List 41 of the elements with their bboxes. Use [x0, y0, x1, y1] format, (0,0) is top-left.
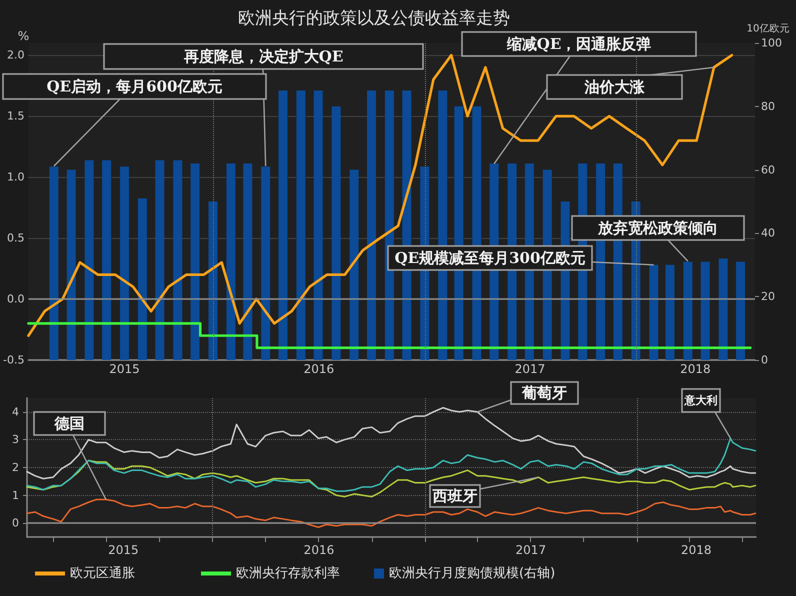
- annotation: QE规模减至每月300亿欧元: [394, 249, 586, 267]
- x-tick-label: 2018: [680, 362, 711, 376]
- series-label: 西班牙: [432, 487, 478, 505]
- y-tick-label: 1.5: [6, 110, 24, 123]
- y-tick-label: 2.0: [6, 48, 24, 62]
- annotation: QE启动，每月600亿欧元: [46, 78, 222, 96]
- text: 德国: [54, 414, 84, 432]
- y2-axis-title: 10亿欧元: [746, 24, 790, 34]
- y-tick-label: -0.5: [2, 354, 24, 366]
- y2-tick-label: 40: [761, 226, 775, 240]
- text: 葡萄牙: [521, 384, 567, 402]
- y2-tick-label: 20: [761, 290, 775, 304]
- y-tick-label: 1.0: [6, 170, 24, 184]
- chart-title: 欧洲央行的政策以及公债收益率走势: [238, 8, 510, 28]
- y-tick-label: 2: [12, 461, 19, 474]
- annotation: 再度降息，决定扩大QE: [182, 48, 344, 66]
- y-tick-label: 0: [12, 516, 19, 530]
- x-tick-label: 2016: [304, 543, 334, 557]
- x-tick-label: 2016: [304, 362, 334, 376]
- legend-label: 欧元区通胀: [70, 566, 135, 581]
- x-tick-label: 2015: [108, 543, 139, 557]
- y-axis-title: %: [18, 29, 30, 43]
- y2-tick-label: 0: [761, 354, 768, 366]
- y-tick-label: 1: [12, 488, 19, 502]
- x-tick-label: 2017: [514, 362, 546, 376]
- y-tick-label: 3: [12, 433, 19, 446]
- x-tick-label: 2018: [680, 543, 712, 557]
- y-tick-label: 0.5: [6, 232, 24, 245]
- x-tick-label: 2015: [109, 362, 140, 376]
- annotation: 放弃宽松政策倾向: [597, 219, 718, 237]
- y2-tick-label: 80: [761, 100, 775, 113]
- text: 意大利: [684, 394, 718, 407]
- y-tick-label: 4: [12, 405, 19, 418]
- y2-tick-label: 60: [761, 163, 775, 176]
- y-tick-label: 0.0: [6, 292, 24, 306]
- x-tick-label: 2017: [516, 543, 546, 557]
- legend-label: 欧洲央行存款利率: [236, 565, 340, 581]
- annotation: 油价大涨: [584, 78, 646, 96]
- annotation: 缩减QE，因通胀反弹: [506, 35, 652, 53]
- y2-tick-label: 100: [761, 36, 782, 50]
- legend-label: 欧洲央行月度购债规模(右轴): [389, 565, 556, 581]
